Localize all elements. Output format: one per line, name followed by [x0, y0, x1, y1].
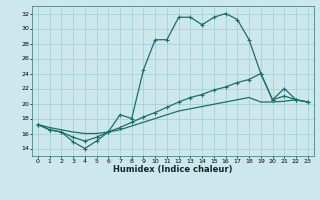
X-axis label: Humidex (Indice chaleur): Humidex (Indice chaleur): [113, 165, 233, 174]
